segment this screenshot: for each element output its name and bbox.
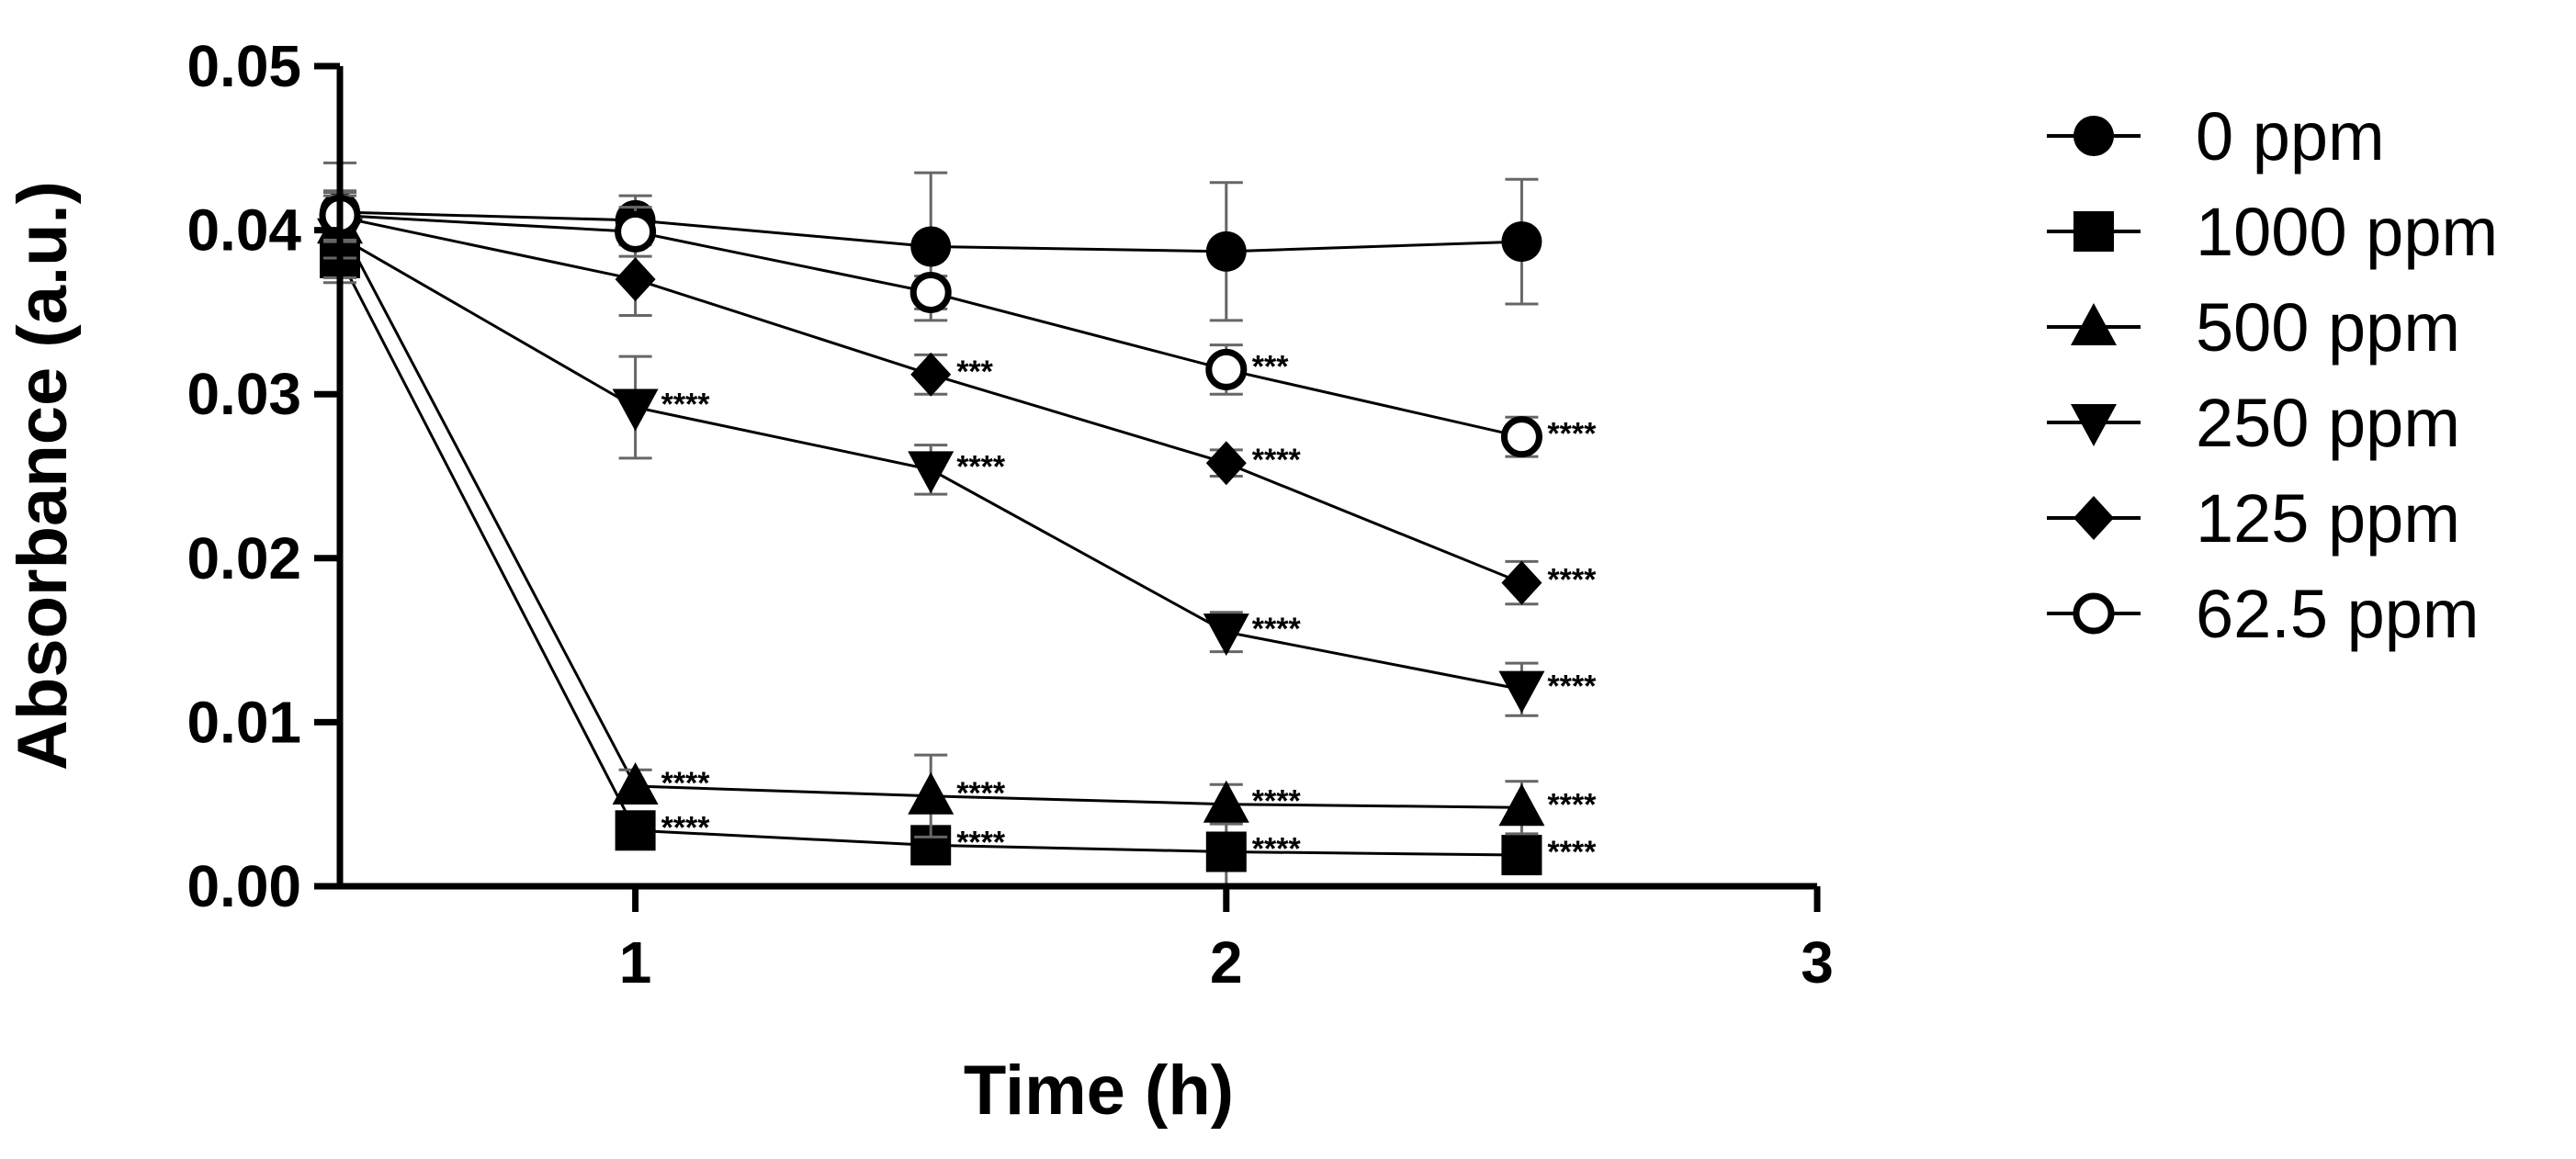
significance-label: *** bbox=[1252, 349, 1289, 384]
y-tick-label: 0.02 bbox=[186, 525, 301, 591]
data-point bbox=[612, 388, 659, 432]
significance-label: **** bbox=[956, 449, 1006, 484]
significance-label: **** bbox=[1252, 443, 1302, 478]
data-point bbox=[1498, 783, 1545, 827]
y-tick-label: 0.01 bbox=[186, 689, 301, 755]
legend-item: 500 ppm bbox=[2047, 289, 2460, 366]
significance-label: **** bbox=[1547, 670, 1597, 704]
data-point bbox=[910, 271, 952, 313]
data-point bbox=[1501, 560, 1542, 605]
legend-item: 250 ppm bbox=[2047, 385, 2460, 461]
significance-label: **** bbox=[956, 776, 1006, 811]
y-axis-title: Absorbance (a.u.) bbox=[4, 181, 82, 771]
series: *********** bbox=[320, 191, 1597, 606]
legend-marker bbox=[2073, 496, 2114, 540]
significance-label: **** bbox=[1547, 563, 1597, 598]
tick-group: 0.00 0.01 0.02 0.03 0.04 0.05 1 2 3 bbox=[186, 33, 1833, 996]
legend-item: 0 ppm bbox=[2047, 98, 2385, 174]
y-tick-label: 0.00 bbox=[186, 853, 301, 919]
x-tick-label: 1 bbox=[619, 929, 652, 996]
data-point bbox=[1498, 670, 1545, 714]
legend-marker bbox=[2073, 592, 2115, 635]
significance-label: **** bbox=[1547, 835, 1597, 870]
significance-label: **** bbox=[1547, 417, 1597, 452]
data-point bbox=[1500, 416, 1542, 458]
legend-item: 1000 ppm bbox=[2047, 194, 2498, 270]
data-point bbox=[910, 352, 952, 397]
data-point bbox=[908, 451, 955, 494]
legend-label: 250 ppm bbox=[2196, 385, 2460, 461]
significance-label: **** bbox=[1547, 787, 1597, 822]
data-point bbox=[1205, 231, 1247, 272]
legend-item: 125 ppm bbox=[2047, 480, 2460, 557]
significance-label: **** bbox=[1252, 831, 1302, 866]
data-point bbox=[1501, 835, 1542, 876]
plot-area: **** **** **** ******** **** **** ************… bbox=[317, 161, 1597, 890]
data-point bbox=[908, 771, 955, 815]
significance-label: **** bbox=[1252, 784, 1302, 819]
legend-marker bbox=[2071, 303, 2117, 345]
x-tick-label: 3 bbox=[1801, 929, 1834, 996]
legend-label: 500 ppm bbox=[2196, 289, 2460, 366]
significance-label: **** bbox=[1252, 612, 1302, 647]
series: ******* bbox=[319, 189, 1597, 458]
data-point bbox=[615, 810, 656, 851]
y-tick-label: 0.03 bbox=[186, 361, 301, 427]
significance-label: *** bbox=[956, 354, 993, 389]
legend-label: 62.5 ppm bbox=[2196, 576, 2480, 652]
data-point bbox=[615, 257, 656, 302]
data-point bbox=[615, 210, 657, 253]
legend-marker bbox=[2071, 404, 2117, 446]
significance-label: **** bbox=[661, 387, 711, 422]
significance-label: **** bbox=[661, 810, 711, 845]
x-axis-title: Time (h) bbox=[964, 1052, 1234, 1130]
data-point bbox=[1205, 831, 1247, 872]
significance-label: **** bbox=[956, 825, 1006, 860]
x-tick-label: 2 bbox=[1210, 929, 1243, 996]
data-point bbox=[1501, 221, 1542, 263]
legend-label: 1000 ppm bbox=[2196, 194, 2498, 270]
data-point bbox=[910, 226, 952, 267]
y-tick-label: 0.05 bbox=[186, 33, 301, 99]
data-point bbox=[1205, 441, 1247, 486]
y-tick-label: 0.04 bbox=[186, 197, 301, 264]
legend-item: 62.5 ppm bbox=[2047, 576, 2480, 652]
data-point bbox=[1205, 348, 1248, 390]
series: **** **** **** **** bbox=[317, 191, 1597, 838]
legend-marker bbox=[2073, 116, 2114, 156]
legend: 0 ppm 1000 ppm 500 ppm 250 ppm 125 ppm 62.5 p… bbox=[2047, 98, 2498, 652]
legend-label: 0 ppm bbox=[2196, 98, 2385, 174]
data-point bbox=[612, 762, 659, 805]
legend-marker bbox=[2073, 211, 2114, 252]
legend-label: 125 ppm bbox=[2196, 480, 2460, 557]
significance-label: **** bbox=[661, 766, 711, 801]
axes bbox=[336, 66, 1817, 890]
series: **** **** **** **** bbox=[317, 194, 1597, 717]
data-point bbox=[1203, 613, 1249, 657]
data-point bbox=[1203, 780, 1249, 823]
